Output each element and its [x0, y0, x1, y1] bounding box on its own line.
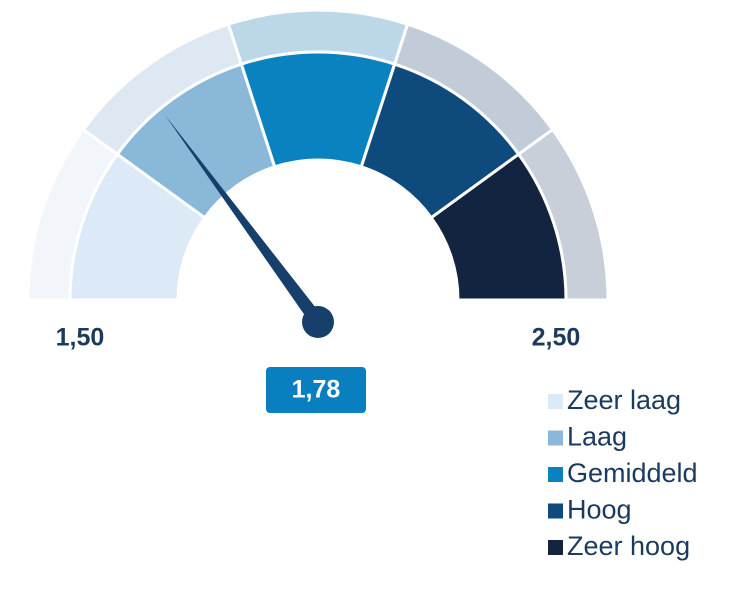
legend-label: Gemiddeld [567, 458, 698, 488]
legend-swatch [548, 540, 563, 555]
legend-label: Hoog [567, 495, 632, 525]
legend-label: Zeer laag [567, 385, 681, 415]
legend-swatch [548, 503, 563, 519]
tick-label: 2,50 [532, 324, 581, 352]
needle-pivot [302, 306, 334, 338]
gauge-needle [165, 115, 324, 327]
legend-swatch [548, 394, 563, 409]
value-label: 1,78 [292, 376, 341, 404]
legend-label: Zeer hoog [567, 531, 690, 561]
legend-label: Laag [567, 422, 627, 452]
gauge-band [429, 152, 568, 302]
legend-swatch [548, 430, 563, 446]
legend-swatch [548, 467, 563, 482]
value-box [266, 367, 366, 413]
tick-label: 1,50 [56, 324, 105, 352]
